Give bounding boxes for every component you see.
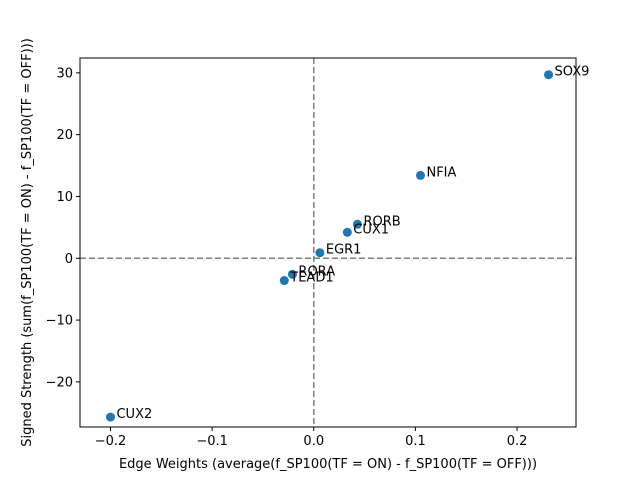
data-point-egr1 [315,248,325,258]
y-axis-label: Signed Strength (sum(f_SP100(TF = ON) - … [20,38,35,447]
y-tick-label: 10 [56,190,73,205]
plot-frame [79,57,577,428]
x-tick-label: 0.1 [405,434,426,449]
y-tick-label: 0 [65,252,73,267]
point-label-tead1: TEAD1 [289,271,333,286]
x-tick-label: 0.0 [303,434,324,449]
data-point-cux2 [105,412,115,422]
point-label-cux1: CUX1 [353,222,389,237]
data-points [105,70,554,422]
data-point-tead1 [279,276,289,286]
point-label-sox9: SOX9 [555,65,590,80]
x-tick-label: 0.2 [507,434,528,449]
y-tick-label: −10 [46,314,73,329]
reference-lines [80,58,576,427]
y-axis-ticks: −20 −10 0 10 20 30 [46,66,80,390]
x-tick-label: −0.2 [95,434,127,449]
data-point-rora [287,269,297,279]
x-axis-label: Edge Weights (average(f_SP100(TF = ON) -… [119,457,537,472]
data-point-nfia [415,170,425,180]
y-tick-label: 20 [56,128,73,143]
y-tick-label: 30 [56,66,73,81]
x-tick-label: −0.1 [196,434,228,449]
point-label-nfia: NFIA [426,165,456,180]
data-point-sox9 [544,70,554,80]
data-point-cux1 [342,227,352,237]
point-label-rora: RORA [298,264,335,279]
point-label-egr1: EGR1 [326,243,362,258]
data-point-rorb [352,219,362,229]
point-label-rorb: RORB [363,214,400,229]
point-label-cux2: CUX2 [116,407,152,422]
y-tick-label: −20 [46,375,73,390]
x-axis-ticks: −0.2 −0.1 0.0 0.1 0.2 [95,427,528,449]
